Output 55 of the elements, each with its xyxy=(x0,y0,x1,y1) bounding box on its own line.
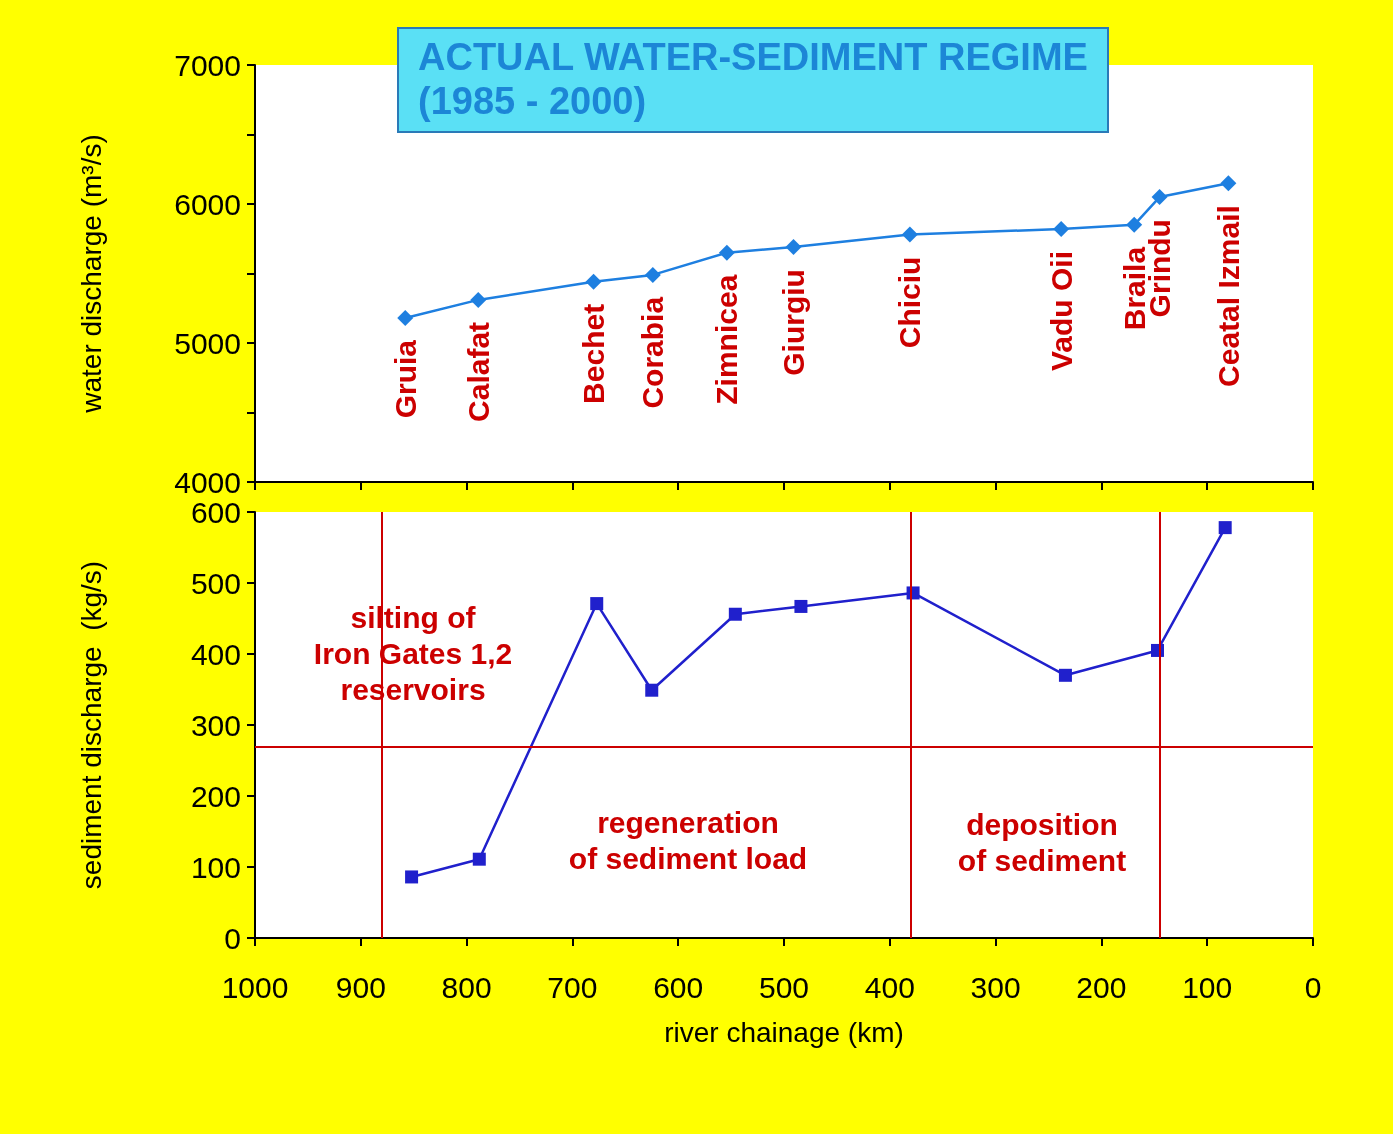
x-tick-label: 900 xyxy=(335,970,386,1004)
x-tick-label: 300 xyxy=(970,970,1021,1004)
point xyxy=(1058,668,1072,682)
x-tick-label: 600 xyxy=(653,970,704,1004)
annotation: Corabia xyxy=(636,296,670,409)
point xyxy=(472,852,486,866)
annotation: Zimnicea xyxy=(710,274,744,405)
x-tick-label: 1000 xyxy=(221,970,289,1004)
x-tick-label: 200 xyxy=(1076,970,1127,1004)
point xyxy=(644,266,661,283)
x-axis-title: river chainage (km) xyxy=(664,1016,904,1048)
y-tick-label: 200 xyxy=(190,779,241,813)
y-tick-label: 6000 xyxy=(174,187,241,221)
x-tick-label: 400 xyxy=(864,970,915,1004)
y-tick-label: 5000 xyxy=(174,326,241,360)
annotation: Calafat xyxy=(461,321,495,422)
chart-title: ACTUAL WATER-SEDIMENT REGIME xyxy=(418,36,1088,78)
point xyxy=(1126,216,1143,233)
y-axis-title: sediment discharge (kg/s) xyxy=(75,560,107,890)
point xyxy=(1151,189,1168,206)
annotation: Bechet xyxy=(577,303,611,404)
point xyxy=(1053,221,1070,238)
x-tick-label: 0 xyxy=(1304,970,1322,1004)
x-tick-label: 800 xyxy=(441,970,492,1004)
x-tick-label: 500 xyxy=(758,970,810,1004)
point xyxy=(470,291,487,308)
point xyxy=(901,226,918,243)
y-tick-label: 400 xyxy=(190,637,241,671)
point xyxy=(1220,175,1237,192)
annotation: Gruia xyxy=(388,339,422,419)
x-tick-label: 700 xyxy=(547,970,598,1004)
point xyxy=(728,607,742,621)
annotation: deposition of sediment xyxy=(957,807,1127,877)
annotation: Giurgiu xyxy=(777,269,811,376)
point xyxy=(1218,521,1232,535)
chart-subtitle: (1985 - 2000) xyxy=(418,80,647,122)
annotation: Chiciu xyxy=(893,256,927,349)
y-tick-label: 300 xyxy=(190,708,241,742)
y-tick-label: 100 xyxy=(190,850,241,884)
y-axis-title: water discharge (m³/s) xyxy=(75,134,107,414)
point xyxy=(718,244,735,261)
point xyxy=(794,599,808,613)
y-tick-label: 0 xyxy=(224,921,241,955)
x-tick-label: 100 xyxy=(1182,970,1233,1004)
point xyxy=(590,597,604,611)
point xyxy=(405,870,419,884)
point xyxy=(785,239,802,256)
annotation: Ceatal Izmail xyxy=(1211,205,1245,387)
annotation: regeneration of sediment load xyxy=(568,805,808,875)
y-tick-label: 7000 xyxy=(174,48,241,82)
point xyxy=(397,309,414,326)
point xyxy=(585,273,602,290)
annotation: Vadu Oii xyxy=(1044,251,1078,372)
point xyxy=(645,683,659,697)
y-tick-label: 500 xyxy=(190,566,241,600)
